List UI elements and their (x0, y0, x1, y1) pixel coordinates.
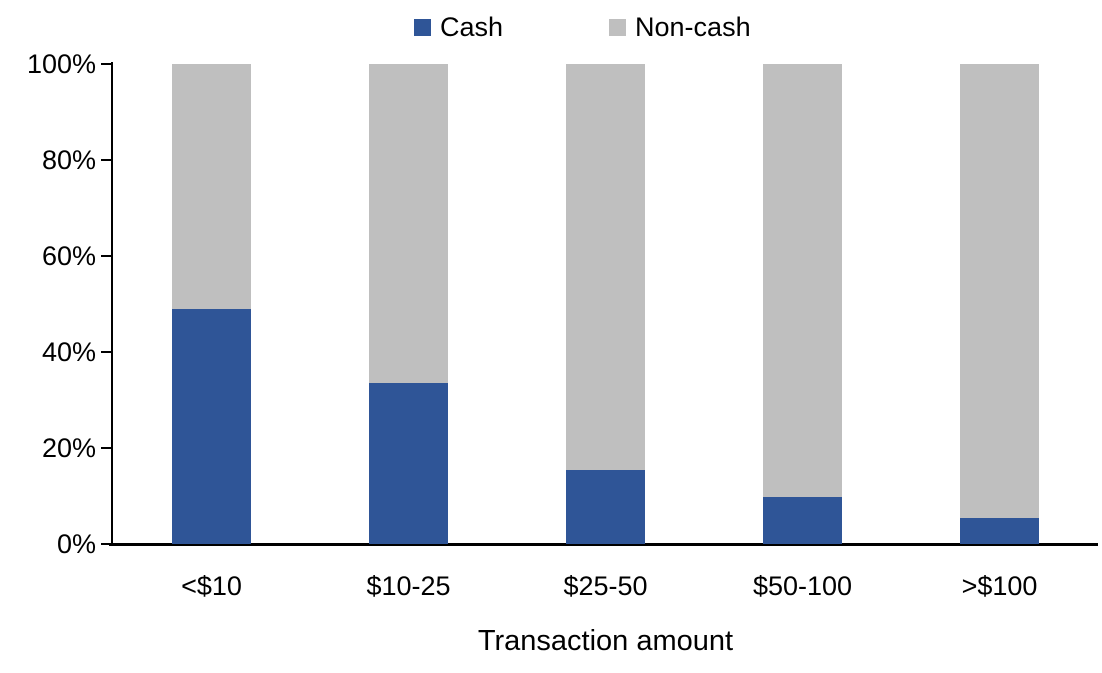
bar-segment-noncash (763, 64, 842, 497)
x-category-label: >$100 (961, 571, 1038, 601)
x-category-label: $50-100 (752, 571, 853, 601)
bar-segment-cash (566, 470, 645, 544)
bar-segment-noncash (369, 64, 448, 383)
bar-segment-cash (369, 383, 448, 544)
x-axis-line (109, 543, 1098, 546)
legend-item-cash: Cash (414, 12, 503, 42)
y-axis-tick (101, 63, 111, 65)
bar-segment-cash (763, 497, 842, 544)
y-tick-label: 0% (56, 529, 96, 559)
bar-segment-noncash (172, 64, 251, 309)
chart-legend: Cash Non-cash (414, 12, 751, 42)
bar-segment-cash (960, 518, 1039, 544)
y-axis-tick (101, 159, 111, 161)
x-category-label: $10-25 (366, 571, 451, 601)
bar-segment-cash (172, 309, 251, 544)
noncash-legend-swatch-icon (609, 18, 627, 36)
y-axis-tick (101, 255, 111, 257)
x-axis-title: Transaction amount (477, 625, 734, 657)
x-category-label: $25-50 (563, 571, 648, 601)
y-axis-tick (101, 543, 111, 545)
legend-label-noncash: Non-cash (635, 12, 751, 42)
y-tick-label: 60% (41, 241, 96, 271)
y-tick-label: 100% (26, 49, 96, 79)
y-axis-line (111, 62, 113, 546)
y-tick-label: 40% (41, 337, 96, 367)
y-tick-label: 80% (41, 145, 96, 175)
y-tick-label: 20% (41, 433, 96, 463)
cash-legend-swatch-icon (414, 18, 431, 36)
bar-segment-noncash (566, 64, 645, 470)
legend-label-cash: Cash (440, 12, 504, 42)
y-axis-tick (101, 447, 111, 449)
y-axis-tick (101, 351, 111, 353)
legend-item-noncash: Non-cash (609, 12, 751, 42)
x-category-label: <$10 (181, 571, 242, 601)
bar-segment-noncash (960, 64, 1039, 518)
